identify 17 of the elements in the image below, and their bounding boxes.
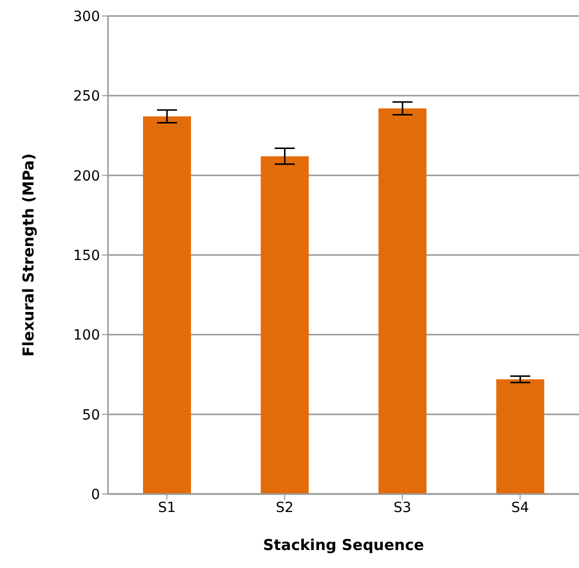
- bar: [496, 379, 544, 494]
- x-axis-title: Stacking Sequence: [262, 536, 424, 554]
- bar: [143, 116, 191, 494]
- y-tick-label: 200: [73, 168, 100, 184]
- y-tick-label: 300: [73, 8, 100, 25]
- x-tick-label: S3: [393, 500, 412, 516]
- y-tick-label: 100: [73, 328, 100, 344]
- y-tick-label: 150: [73, 248, 100, 264]
- bar: [378, 108, 426, 494]
- bar: [260, 156, 309, 494]
- x-tick-label: S4: [511, 500, 530, 516]
- y-tick-label: 0: [91, 486, 100, 503]
- x-tick-label: S1: [158, 500, 176, 516]
- y-axis-title: Flexural Strength (MPa): [19, 153, 38, 357]
- x-tick-label: S2: [276, 500, 294, 516]
- y-tick-label: 50: [82, 407, 100, 424]
- y-tick-label: 250: [73, 88, 100, 105]
